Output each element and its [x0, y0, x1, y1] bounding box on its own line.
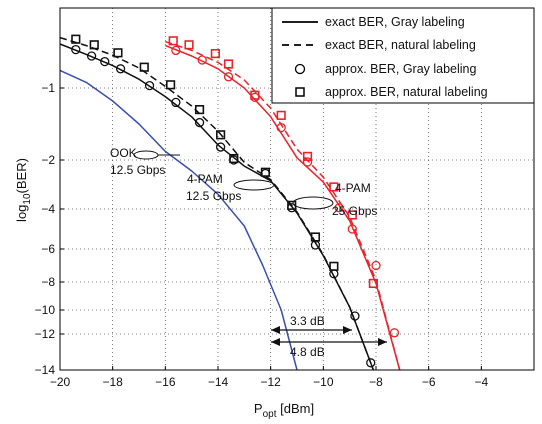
marker-circle	[171, 97, 181, 108]
marker-square	[329, 261, 339, 271]
marker-circle	[171, 45, 181, 56]
marker-square	[166, 80, 176, 90]
legend-entry-3: approx. BER, Gray labeling	[325, 62, 477, 76]
y-tick-label: −6	[41, 242, 55, 256]
annotation-4pam25-line1: 4-PAM	[335, 181, 371, 195]
x-axis-label-unit: [dBm]	[277, 401, 315, 416]
annotation-4pam25-line2: 25 Gbps	[332, 204, 377, 218]
marker-circle	[71, 44, 81, 55]
x-tick-label: −14	[208, 375, 229, 389]
x-tick-label: −20	[50, 375, 71, 389]
marker-square	[216, 130, 226, 140]
annotation-ook-line2: 12.5 Gbps	[110, 163, 165, 177]
legend: exact BER, Gray labeling exact BER, natu…	[271, 7, 535, 104]
y-axis-label: log10(BER)	[14, 158, 33, 222]
marker-circle	[115, 64, 126, 74]
marker-square	[113, 48, 123, 58]
annotation-4-8db-label: 4.8 dB	[290, 345, 325, 359]
arrowhead-4-8db-left	[271, 338, 280, 346]
arrowhead-3-3db-left	[271, 326, 280, 334]
annotation-4pam12-line2: 12.5 Gbps	[186, 189, 241, 203]
x-tick-label: −16	[155, 375, 176, 389]
marker-square	[194, 105, 205, 115]
y-tick-label: −1	[41, 81, 55, 95]
marker-square	[71, 34, 81, 44]
annotation-4pam12-line1: 4-PAM	[187, 172, 223, 186]
y-tick-label: −8	[41, 275, 55, 289]
y-tick-label: −12	[35, 327, 56, 341]
marker-square	[223, 59, 234, 69]
marker-square	[139, 62, 149, 72]
legend-box	[271, 7, 535, 104]
marker-square	[250, 90, 260, 100]
annotation-3-3db-label: 3.3 dB	[290, 314, 325, 328]
arrowhead-4-8db-right	[378, 338, 387, 346]
legend-entry-4: approx. BER, natural labeling	[325, 85, 488, 99]
marker-square	[229, 153, 239, 164]
annotation-ook: OOK 12.5 Gbps	[110, 146, 180, 177]
y-axis-label-rest: (BER)	[14, 158, 29, 193]
marker-square	[210, 48, 220, 59]
series-line-1	[59, 43, 375, 371]
annotation-ook-ellipse	[133, 150, 159, 160]
marker-square	[168, 36, 178, 46]
annotation-4-8db: 4.8 dB	[271, 338, 387, 359]
marker-square	[329, 182, 339, 192]
annotation-4pam-25g: 4-PAM 25 Gbps	[292, 181, 377, 218]
marker-circle	[215, 142, 226, 152]
marker-square	[368, 278, 378, 289]
marker-square	[287, 200, 297, 210]
x-tick-label: −18	[102, 375, 123, 389]
series-line-2	[59, 36, 375, 371]
legend-square-marker	[295, 87, 305, 97]
annotation-4pam12-ellipse	[233, 179, 275, 191]
x-axis-label-sub: opt	[263, 409, 277, 420]
y-axis-label-main: log	[14, 205, 29, 222]
marker-square	[276, 110, 286, 120]
annotation-3-3db: 3.3 dB	[271, 314, 352, 334]
marker-circle	[86, 51, 97, 61]
marker-circle	[350, 311, 360, 321]
x-axis-label-main: P	[254, 401, 263, 416]
marker-circle	[371, 260, 381, 271]
y-tick-label: −10	[35, 303, 56, 317]
x-tick-label: −8	[369, 375, 383, 389]
x-tick-label: −10	[313, 375, 334, 389]
annotation-4pam25-ellipse	[292, 196, 334, 210]
y-axis-label-sub: 10	[22, 193, 33, 205]
marker-square	[310, 232, 321, 242]
marker-circle	[302, 157, 313, 167]
y-tick-label: −4	[41, 202, 55, 216]
legend-entry-2: exact BER, natural labeling	[325, 38, 476, 52]
series-group	[59, 34, 401, 371]
x-tick-label: −6	[422, 375, 436, 389]
marker-square	[347, 210, 357, 220]
marker-square	[89, 40, 99, 50]
legend-circle-marker	[294, 63, 306, 75]
marker-circle	[144, 80, 155, 91]
annotation-4pam-12g: 4-PAM 12.5 Gbps	[186, 172, 275, 203]
annotation-ook-line1: OOK	[110, 146, 137, 160]
x-tick-label: −12	[260, 375, 281, 389]
series-line-0	[59, 69, 298, 371]
y-tick-label: −2	[41, 153, 55, 167]
marker-circle	[100, 56, 110, 67]
x-axis-label: Popt [dBm]	[254, 401, 314, 420]
marker-circle	[334, 203, 344, 213]
legend-entry-1: exact BER, Gray labeling	[325, 15, 465, 29]
x-tick-label: −4	[474, 375, 488, 389]
arrowhead-3-3db-right	[343, 326, 352, 334]
marker-circle	[194, 117, 205, 128]
marker-circle	[366, 358, 376, 368]
marker-square	[184, 40, 194, 50]
marker-circle	[389, 328, 400, 338]
marker-square	[302, 151, 313, 162]
marker-square	[260, 167, 271, 177]
marker-circle	[223, 72, 234, 82]
tick-labels: −20 −18 −16 −14 −12 −10 −8 −6 −4 −1 −2 −4 −6 −8 −10 −12…	[35, 81, 489, 389]
y-tick-label: −14	[35, 363, 56, 377]
